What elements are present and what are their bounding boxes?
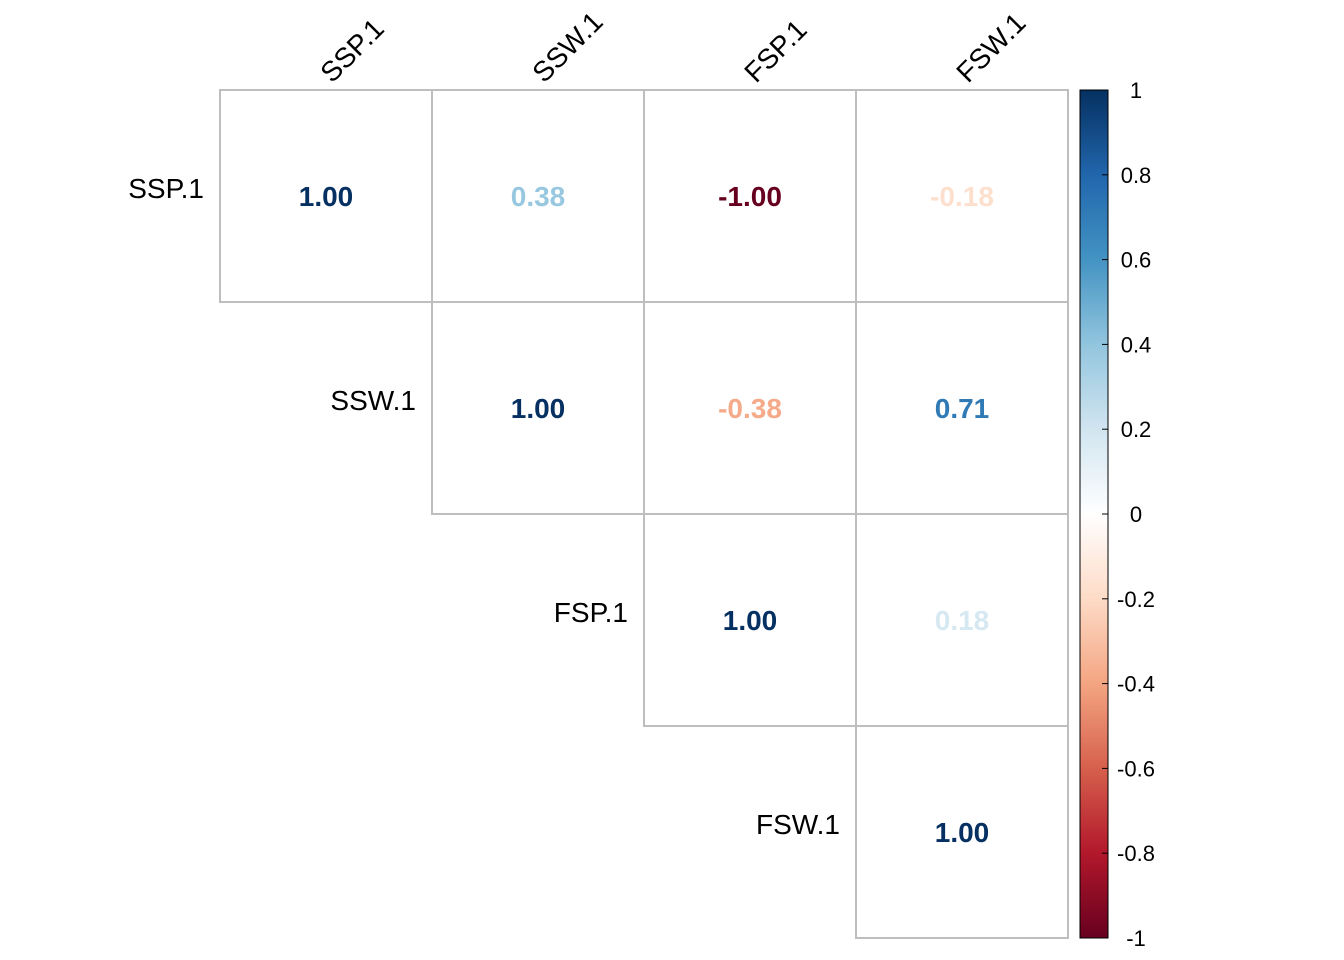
colorbar-tick-label: -1 [1126,926,1146,951]
cell-value: 1.00 [723,605,778,636]
colorbar-tick-label: 0 [1130,502,1142,527]
cell-value: 1.00 [935,817,990,848]
cell-value: 0.18 [935,605,990,636]
row-label: FSP.1 [554,597,628,628]
colorbar-ticks: 1 0.8 0.6 0.4 0.2 0 -0.2 -0.4 -0.6 -0.8 -1 [1102,78,1155,951]
row-label: SSW.1 [330,385,416,416]
cell-value: 1.00 [299,181,354,212]
cell-value: 0.71 [935,393,990,424]
column-label: FSW.1 [950,7,1031,88]
colorbar-tick-label: 0.4 [1121,332,1152,357]
cell-value: 0.38 [511,181,566,212]
column-label: SSP.1 [314,13,390,89]
row-labels: SSP.1 SSW.1 FSP.1 FSW.1 [128,173,840,840]
colorbar-tick-label: 0.8 [1121,163,1152,188]
column-label: FSP.1 [738,14,812,88]
colorbar-tick-label: 1 [1130,78,1142,103]
cell-value: 1.00 [511,393,566,424]
row-label: SSP.1 [128,173,204,204]
row-label: FSW.1 [756,809,840,840]
column-labels: SSP.1 SSW.1 FSP.1 FSW.1 [314,6,1031,88]
colorbar-tick-label: 0.6 [1121,248,1152,273]
colorbar-legend: 1 0.8 0.6 0.4 0.2 0 -0.2 -0.4 -0.6 -0.8 -1 [1079,78,1155,951]
cell-value: -1.00 [718,181,782,212]
column-label: SSW.1 [526,6,608,88]
colorbar-tick-label: 0.2 [1121,417,1152,442]
colorbar-tick-label: -0.2 [1117,587,1155,612]
cell-value: -0.18 [930,181,994,212]
cell-FSW.1-FSW.1 [855,725,1069,939]
matrix-cells: 1.00 0.38 -1.00 -0.18 1.00 -0.38 0.71 1.00 0.18 1… [219,89,1069,939]
cell-value: -0.38 [718,393,782,424]
colorbar-tick-label: -0.8 [1117,841,1155,866]
colorbar-tick-label: -0.4 [1117,672,1155,697]
colorbar-tick-label: -0.6 [1117,756,1155,781]
